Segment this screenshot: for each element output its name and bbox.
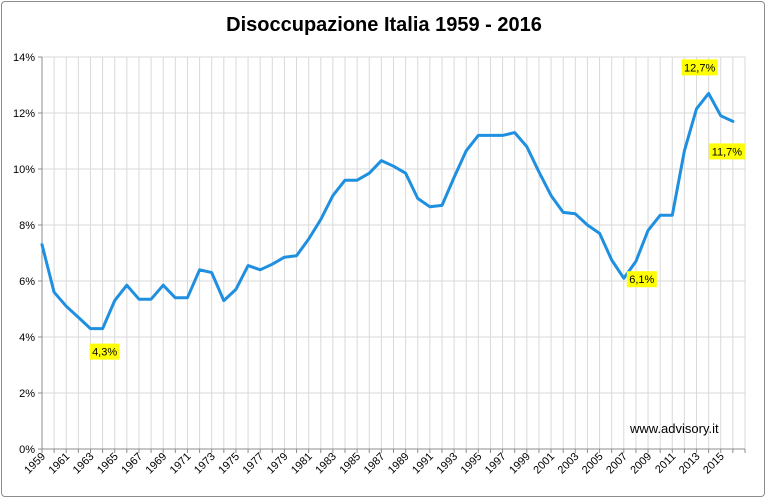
annotations: 4,3% 6,1% 12,7% 11,7% — [89, 59, 745, 360]
x-tick-label: 1993 — [434, 451, 460, 477]
chart-title: Disoccupazione Italia 1959 - 2016 — [226, 14, 542, 36]
watermark-text: www.advisory.it — [629, 421, 719, 436]
y-tick-label: 8% — [19, 220, 35, 232]
data-label: 11,7% — [712, 146, 743, 158]
x-tick-label: 2007 — [604, 451, 630, 477]
x-tick-label: 2001 — [531, 451, 557, 477]
y-tick-label: 4% — [19, 332, 35, 344]
x-tick-label: 1991 — [410, 451, 436, 477]
data-label: 12,7% — [684, 62, 715, 74]
x-tick-label: 1963 — [71, 451, 97, 477]
x-tick-label: 1997 — [483, 451, 509, 477]
x-tick-label: 1971 — [168, 451, 194, 477]
x-tick-label: 1981 — [289, 451, 315, 477]
axes — [38, 56, 746, 453]
data-label-box — [626, 271, 657, 288]
data-label-box — [89, 343, 120, 360]
y-tick-label: 10% — [13, 164, 35, 176]
x-tick-label: 2015 — [701, 451, 727, 477]
x-tick-label: 2011 — [653, 451, 678, 476]
x-tick-label: 1977 — [240, 451, 266, 477]
x-tick-label: 1973 — [192, 451, 218, 477]
y-tick-labels: 0% 2% 4% 6% 8% 10% 12% 14% — [13, 52, 35, 456]
x-tick-label: 1985 — [337, 451, 363, 477]
x-tick-label: 1989 — [386, 451, 412, 477]
x-tick-label: 1983 — [313, 451, 339, 477]
data-label-box — [681, 59, 718, 76]
y-tick-label: 6% — [19, 276, 35, 288]
x-tick-label: 1965 — [95, 451, 121, 477]
y-tick-label: 0% — [19, 444, 35, 456]
y-tick-label: 12% — [13, 108, 35, 120]
x-tick-label: 1979 — [265, 451, 291, 477]
data-label: 4,3% — [92, 347, 117, 359]
y-tick-label: 2% — [19, 388, 35, 400]
x-tick-label: 1969 — [144, 451, 170, 477]
series — [40, 91, 735, 331]
y-tick-label: 14% — [13, 52, 35, 64]
x-tick-labels: 1959196119631965196719691971197319751977… — [22, 451, 727, 477]
x-tick-label: 2003 — [556, 451, 582, 477]
x-tick-label: 1961 — [47, 451, 73, 477]
data-label: 6,1% — [629, 274, 654, 286]
grid — [41, 56, 746, 450]
x-tick-label: 2005 — [580, 451, 606, 477]
x-tick-label: 1995 — [459, 451, 485, 477]
x-tick-label: 1999 — [507, 451, 533, 477]
x-tick-label: 1975 — [216, 451, 242, 477]
x-tick-label: 2013 — [677, 451, 703, 477]
data-label-box — [708, 143, 745, 160]
x-tick-label: 2009 — [628, 451, 654, 477]
series-line — [40, 91, 735, 331]
x-tick-label: 1987 — [362, 451, 388, 477]
x-tick-label: 1967 — [119, 451, 145, 477]
